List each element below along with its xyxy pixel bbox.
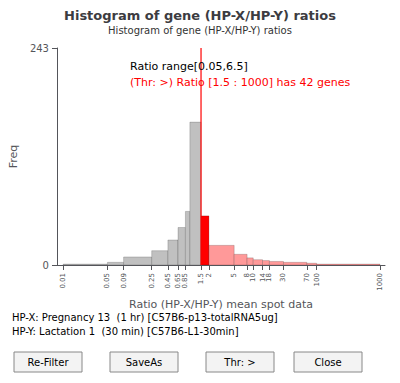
svg-text:Close: Close — [314, 357, 341, 368]
svg-text:70: 70 — [303, 273, 311, 282]
svg-text:Histogram of gene (HP-X/HP-Y): Histogram of gene (HP-X/HP-Y) ratios — [64, 8, 336, 23]
svg-text:HP-X: Pregnancy 13 (1 hr) [C5: HP-X: Pregnancy 13 (1 hr) [C57B6-p13-tot… — [12, 312, 278, 323]
svg-text:2: 2 — [205, 273, 213, 277]
svg-text:0.85: 0.85 — [181, 273, 189, 289]
svg-text:5: 5 — [230, 273, 238, 277]
svg-text:1000: 1000 — [376, 273, 384, 291]
svg-text:SaveAs: SaveAs — [126, 357, 163, 368]
svg-text:8: 8 — [243, 273, 252, 278]
svg-text:Ratio (HP-X/HP-Y) mean spot da: Ratio (HP-X/HP-Y) mean spot data — [129, 298, 313, 311]
svg-text:0.25: 0.25 — [148, 273, 156, 289]
svg-text:0: 0 — [43, 260, 49, 271]
svg-text:Histogram of gene (HP-X/HP-Y): Histogram of gene (HP-X/HP-Y) ratios — [108, 25, 292, 36]
svg-text:0.01: 0.01 — [59, 273, 67, 289]
svg-text:30: 30 — [279, 273, 287, 282]
svg-text:1.5: 1.5 — [197, 273, 205, 284]
svg-text:0.65: 0.65 — [174, 273, 182, 289]
svg-text:Re-Filter: Re-Filter — [27, 357, 69, 368]
svg-text:Freq: Freq — [7, 145, 20, 169]
svg-text:100: 100 — [313, 273, 321, 286]
svg-text:0.45: 0.45 — [164, 273, 172, 289]
svg-text:10: 10 — [249, 273, 257, 282]
svg-text:(Thr: >) Ratio [1.5 : 1000] ha: (Thr: >) Ratio [1.5 : 1000] has 42 genes — [130, 76, 350, 89]
svg-text:Thr: >: Thr: > — [223, 357, 255, 368]
svg-text:0.05: 0.05 — [103, 273, 111, 289]
svg-text:243: 243 — [30, 43, 49, 54]
svg-text:18: 18 — [265, 273, 273, 282]
svg-text:14: 14 — [258, 273, 267, 282]
svg-text:0.09: 0.09 — [120, 273, 128, 289]
svg-text:Ratio range[0.05,6.5]: Ratio range[0.05,6.5] — [130, 60, 248, 73]
svg-text:HP-Y: Lactation 1 (30 min) [C: HP-Y: Lactation 1 (30 min) [C57B6-L1-30m… — [12, 326, 239, 337]
